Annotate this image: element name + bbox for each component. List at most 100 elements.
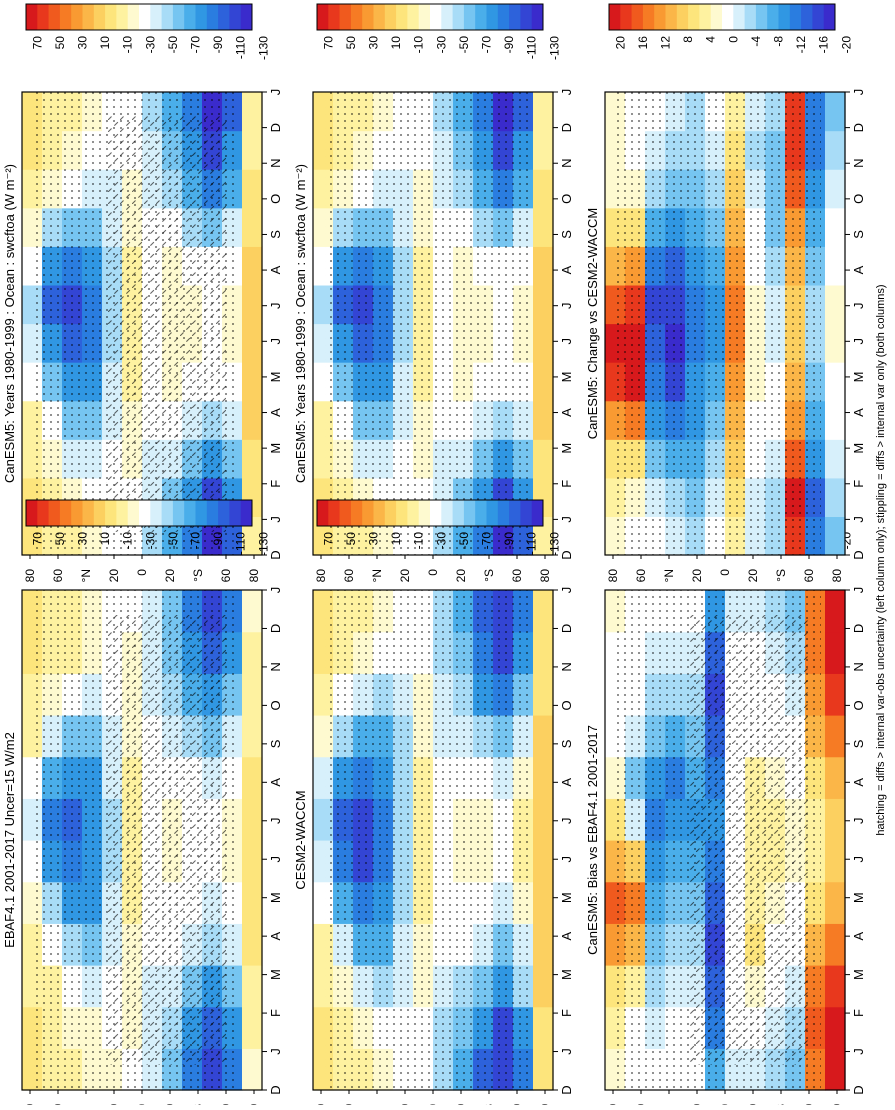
colorbar-swatch <box>93 4 106 30</box>
latitude-tick-label: 60 <box>342 569 356 583</box>
month-tick-label: J <box>851 516 866 523</box>
latitude-tick-label: °N <box>79 569 93 582</box>
heatmap-cell <box>242 965 263 1008</box>
colorbar-tick-label: -30 <box>143 532 157 550</box>
month-tick-label: J <box>851 818 866 825</box>
month-tick-label: O <box>268 700 283 710</box>
colorbar-swatch <box>206 500 219 526</box>
colorbar-swatch <box>520 4 533 30</box>
colorbar-tick-label: 16 <box>636 36 650 50</box>
heatmap-cell <box>533 798 554 841</box>
colorbar-swatch <box>789 4 802 30</box>
colorbar-swatch <box>463 4 476 30</box>
month-tick-label: O <box>559 194 574 204</box>
colorbar-tick-label: -90 <box>211 36 225 54</box>
month-tick-label: O <box>268 194 283 204</box>
colorbar-tick-label: -50 <box>166 36 180 54</box>
colorbar-tick-label: -110 <box>234 36 248 59</box>
heatmap-cell <box>242 590 263 633</box>
heatmap-cell <box>533 439 554 479</box>
colorbar-swatch <box>744 4 757 30</box>
heatmap-cell <box>825 590 846 633</box>
colorbar-swatch <box>699 4 712 30</box>
heatmap-cell <box>533 923 554 966</box>
month-tick-label: M <box>268 443 283 454</box>
colorbar-tick-label: -70 <box>480 532 494 550</box>
month-tick-label: M <box>851 892 866 903</box>
heatmap-cell <box>533 207 554 247</box>
colorbar-tick-label: 10 <box>389 532 403 546</box>
heatmap-cell <box>533 246 554 286</box>
colorbar-swatch <box>497 4 510 30</box>
heatmap-cell <box>825 840 846 883</box>
colorbar-tick-label: -30 <box>143 36 157 54</box>
colorbar-swatch <box>328 4 340 30</box>
colorbar-swatch <box>631 4 644 30</box>
colorbar-tick-label: 4 <box>704 36 718 43</box>
month-tick-label: D <box>851 550 866 559</box>
colorbar-swatch <box>93 500 106 526</box>
month-tick-label: M <box>559 443 574 454</box>
month-tick-label: D <box>268 1085 283 1094</box>
colorbar-frame <box>608 3 836 31</box>
colorbar-swatch <box>105 500 117 526</box>
heatmap-cell <box>242 923 263 966</box>
colorbar-tick-label: -10 <box>412 532 426 550</box>
colorbar-tick-label: -8 <box>772 36 786 47</box>
colorbar-swatch <box>452 500 465 526</box>
colorbar-swatch <box>778 4 791 30</box>
month-tick-label: A <box>268 931 283 940</box>
colorbar-swatch <box>172 500 185 526</box>
month-tick-label: F <box>268 480 283 488</box>
month-tick-label: A <box>851 408 866 417</box>
colorbar-swatch <box>161 4 174 30</box>
colorbar-tick-label: -130 <box>547 36 561 60</box>
colorbar-swatch <box>609 4 621 30</box>
month-tick-label: J <box>851 338 866 345</box>
heatmap-cell <box>242 756 263 799</box>
colorbar-tick-label: 12 <box>659 36 673 50</box>
month-tick-label: J <box>268 89 283 96</box>
heatmap-cell <box>533 715 554 758</box>
heatmap-cell <box>825 798 846 841</box>
latitude-tick-label: 60 <box>510 569 524 583</box>
heatmap-cell <box>242 798 263 841</box>
colorbar-swatch <box>497 500 510 526</box>
colorbar-swatch <box>26 4 38 30</box>
hatch-overlay <box>106 615 226 1065</box>
month-tick-label: J <box>559 516 574 523</box>
month-tick-labels: D J F M A M J J A S O N D J <box>262 587 283 1095</box>
colorbar-tick-label: -130 <box>256 532 270 556</box>
latitude-tick-label: 0 <box>135 569 149 576</box>
panel-title: CESM2-WACCM <box>293 790 308 889</box>
colorbar: 70 50 30 10 -10 -30 -50 -70 -90 -110 -130 <box>25 3 270 60</box>
colorbar-swatch <box>486 4 499 30</box>
colorbar-swatch <box>430 500 442 526</box>
colorbar-swatch <box>229 4 242 30</box>
month-tick-label: N <box>559 159 574 168</box>
colorbar-tick-label: -110 <box>525 36 539 59</box>
colorbar-swatch <box>127 4 140 30</box>
colorbar-swatch <box>71 500 83 526</box>
panel-4: D J F M A M J J A S O N D J 80 60 °N 20 0 20 °S 60 80 CESM2-W… <box>293 499 574 1110</box>
stipple-overlay <box>325 590 529 1090</box>
colorbar-swatch <box>37 4 49 30</box>
month-tick-label: A <box>268 265 283 274</box>
latitude-tick-label: 80 <box>538 569 552 583</box>
month-tick-label: D <box>268 550 283 559</box>
month-tick-label: D <box>851 123 866 132</box>
month-tick-label: J <box>559 856 574 863</box>
heatmap-cell <box>825 169 846 209</box>
colorbar-swatch <box>26 500 38 526</box>
colorbar-swatch <box>710 4 723 30</box>
month-tick-label: D <box>851 1085 866 1094</box>
colorbar-swatch <box>317 500 329 526</box>
panel-title: CanESM5: Change vs CESM2-WACCM <box>585 208 600 439</box>
colorbar-swatch <box>520 500 533 526</box>
colorbar-tick-label: -16 <box>817 36 831 54</box>
month-tick-label: M <box>851 443 866 454</box>
month-tick-label: J <box>268 587 283 594</box>
colorbar-tick-label: -50 <box>457 532 471 550</box>
